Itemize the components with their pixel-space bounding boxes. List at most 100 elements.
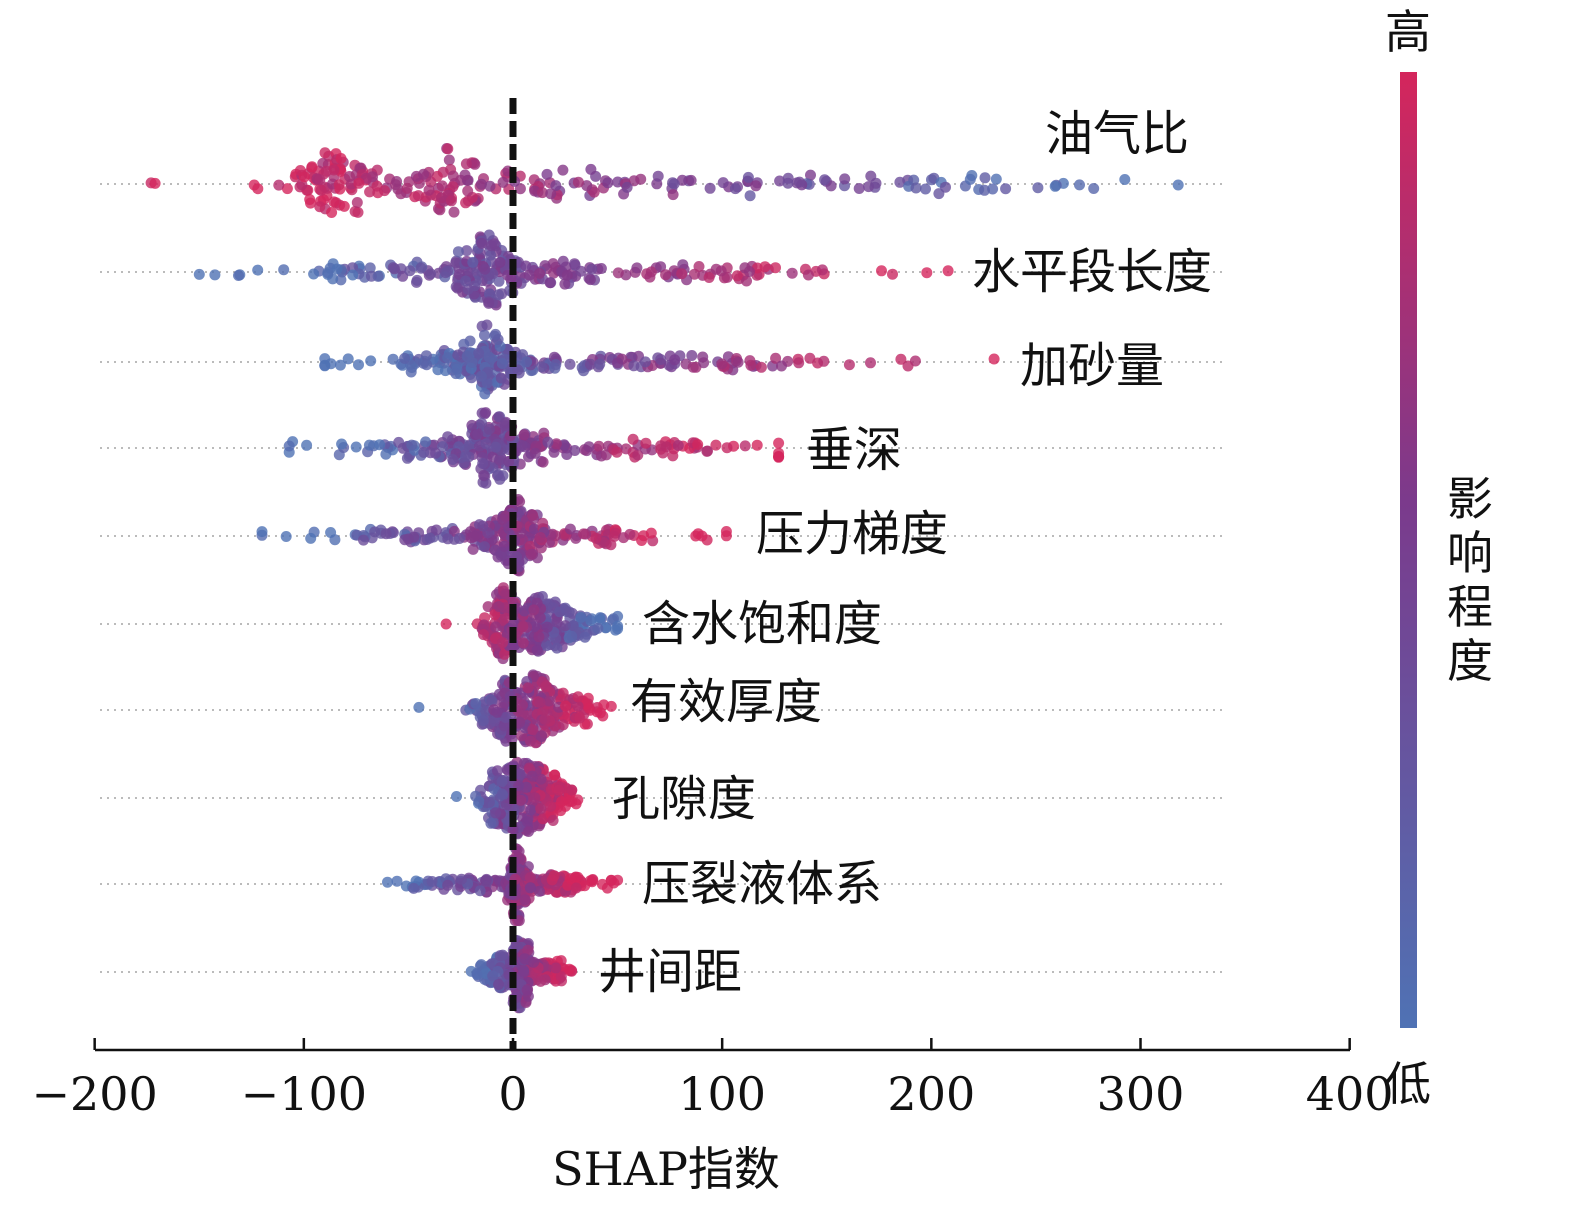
shap-dot	[406, 439, 418, 451]
shap-dot	[655, 354, 667, 365]
shap-dot	[546, 874, 558, 886]
shap-dot	[382, 876, 393, 888]
shap-dot	[560, 700, 572, 712]
shap-dot	[631, 262, 643, 274]
shap-dot	[521, 984, 533, 996]
shap-dot	[539, 713, 551, 725]
shap-dot	[380, 448, 392, 460]
shap-dot	[462, 185, 474, 197]
shap-dot	[1074, 179, 1085, 191]
shap-dot	[430, 447, 442, 459]
shap-dot	[717, 177, 729, 189]
shap-dot	[920, 183, 931, 195]
shap-dot	[523, 269, 535, 281]
shap-dot	[660, 269, 672, 281]
shap-dot	[533, 885, 545, 897]
shap-dot	[350, 441, 362, 453]
shap-dot	[773, 451, 785, 463]
shap-dot	[692, 439, 704, 450]
shap-dot	[1172, 179, 1184, 191]
shap-dot	[421, 359, 433, 371]
shap-dot	[802, 269, 814, 281]
shap-dot	[739, 440, 751, 452]
shap-dot	[534, 697, 546, 708]
shap-dot	[432, 364, 444, 376]
shap-dot	[519, 894, 531, 906]
x-tick-label: 100	[678, 1067, 766, 1121]
shap-dot	[483, 423, 495, 435]
shap-dot	[572, 691, 584, 703]
shap-dot	[374, 439, 386, 451]
shap-dot	[498, 720, 510, 732]
shap-dot	[774, 175, 786, 187]
shap-dot	[566, 784, 578, 796]
shap-dot	[770, 262, 781, 274]
shap-dot	[411, 274, 423, 286]
shap-dot	[483, 229, 495, 241]
shap-dot	[540, 681, 552, 693]
shap-dot	[476, 320, 488, 332]
shap-dot	[294, 165, 306, 176]
shap-dot	[426, 876, 438, 887]
shap-dot	[876, 265, 887, 277]
shap-dot	[575, 611, 587, 623]
shap-dot	[483, 796, 495, 808]
shap-dot	[497, 176, 509, 188]
shap-dot	[256, 526, 268, 538]
shap-dot	[793, 357, 805, 369]
shap-dot	[301, 439, 313, 451]
shap-dot	[693, 261, 705, 272]
colorbar-title-char: 程	[1447, 580, 1493, 634]
shap-dot	[442, 533, 454, 545]
shap-dot	[519, 953, 531, 965]
shap-dot	[365, 355, 377, 367]
shap-dot	[278, 264, 290, 276]
shap-dot	[843, 359, 855, 371]
shap-dot	[492, 966, 504, 977]
shap-dot	[640, 437, 652, 449]
shap-dot	[399, 352, 411, 364]
shap-dot	[483, 297, 495, 309]
shap-dot	[461, 350, 473, 362]
shap-dot	[494, 473, 506, 485]
shap-dot	[525, 804, 537, 816]
shap-dot	[364, 186, 376, 198]
shap-dot	[520, 260, 532, 272]
shap-dot	[331, 263, 343, 275]
shap-dot	[909, 355, 921, 367]
shap-dot	[794, 176, 805, 188]
shap-dot	[423, 184, 435, 196]
shap-dot	[463, 440, 475, 452]
shap-dot	[473, 796, 485, 808]
shap-dot	[335, 153, 347, 164]
shap-dot	[687, 361, 699, 373]
shap-dot	[413, 701, 425, 713]
shap-dot	[470, 698, 482, 709]
shap-dot	[484, 288, 495, 300]
shap-dot	[476, 417, 488, 429]
shap-dot	[522, 682, 534, 694]
shap-dot	[479, 263, 491, 275]
shap-dot	[344, 171, 355, 182]
shap-dot	[452, 349, 464, 361]
shap-dot	[505, 273, 517, 285]
shap-dot	[563, 606, 575, 618]
shap-dot	[887, 268, 898, 280]
shap-dot	[816, 264, 828, 276]
shap-dot	[518, 605, 530, 617]
shap-dot	[596, 878, 608, 890]
shap-dot	[628, 360, 640, 372]
shap-dot	[496, 358, 508, 369]
shap-dot	[554, 606, 566, 618]
shap-dot	[401, 182, 413, 194]
shap-dot	[436, 192, 448, 204]
shap-dot	[585, 163, 597, 175]
shap-dot	[443, 154, 455, 166]
feature-label: 压力梯度	[756, 506, 948, 562]
shap-dot	[451, 791, 462, 802]
shap-dot	[500, 588, 512, 600]
shap-dot	[721, 442, 733, 454]
shap-dot	[942, 265, 954, 277]
colorbar-title-char: 影	[1447, 472, 1493, 526]
shap-dot	[543, 695, 555, 707]
